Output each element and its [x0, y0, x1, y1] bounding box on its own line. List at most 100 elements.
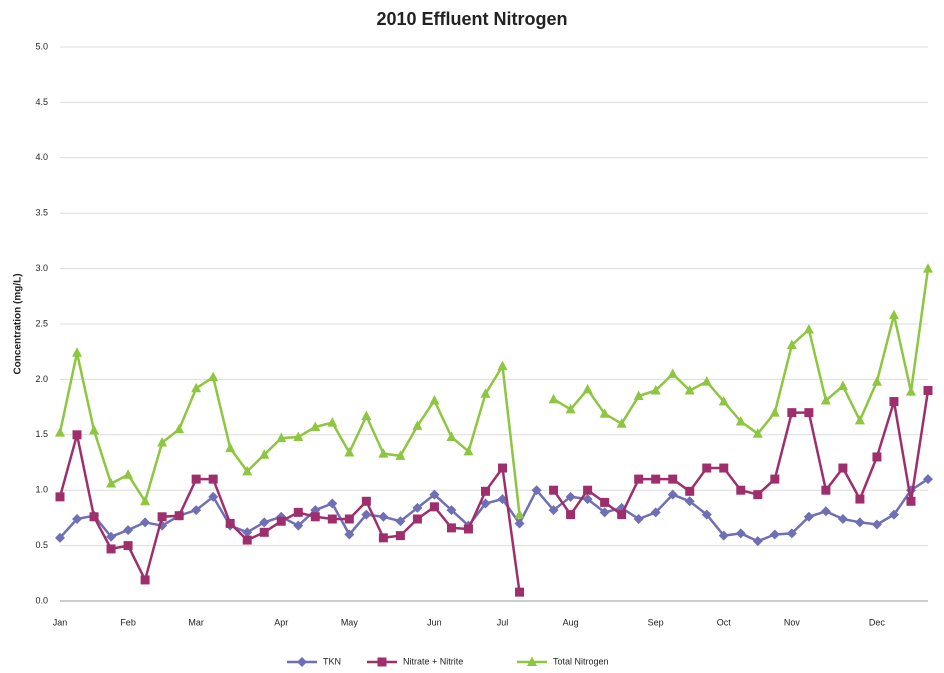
data-point: [310, 421, 321, 432]
data-point: [412, 502, 423, 513]
data-point: [276, 516, 286, 526]
data-point: [480, 388, 491, 398]
data-point: [872, 452, 882, 462]
data-point: [378, 511, 389, 522]
data-point: [106, 544, 116, 554]
y-tick-label: 3.5: [35, 208, 48, 218]
data-point: [480, 498, 491, 509]
legend-label: Nitrate + Nitrite: [403, 656, 463, 666]
data-point: [752, 536, 763, 547]
data-point: [651, 474, 661, 484]
x-tick-label: May: [341, 617, 359, 627]
data-point: [446, 505, 457, 516]
data-point: [429, 502, 439, 512]
data-point: [599, 408, 610, 418]
data-point: [412, 514, 422, 524]
data-point: [55, 492, 65, 502]
data-point: [804, 408, 814, 418]
x-tick-label: Sep: [648, 617, 664, 627]
data-point: [837, 380, 848, 391]
data-point: [191, 505, 202, 516]
data-point: [208, 491, 219, 502]
data-point: [259, 449, 270, 459]
data-point: [123, 469, 134, 479]
data-point: [208, 474, 218, 484]
data-point: [667, 368, 678, 378]
data-point: [838, 463, 848, 473]
data-point: [89, 512, 99, 522]
data-point: [668, 474, 678, 484]
data-point: [548, 505, 559, 516]
data-point: [718, 396, 729, 406]
data-point: [361, 509, 372, 520]
data-point: [242, 527, 253, 538]
data-point: [497, 360, 508, 371]
legend-label: TKN: [323, 656, 341, 666]
data-point: [497, 494, 508, 505]
data-point: [786, 339, 797, 350]
data-point: [735, 528, 746, 539]
data-point: [769, 407, 780, 417]
legend-marker: [377, 657, 387, 667]
legend-marker: [527, 656, 537, 666]
data-point: [786, 528, 797, 539]
data-point: [191, 474, 201, 484]
data-point: [344, 514, 354, 524]
data-point: [531, 485, 542, 496]
data-point: [498, 463, 508, 473]
y-tick-label: 2.5: [35, 318, 48, 328]
data-point: [72, 514, 83, 525]
data-point: [889, 397, 899, 407]
data-point: [140, 575, 150, 585]
data-point: [89, 424, 100, 435]
data-point: [803, 511, 814, 522]
data-point: [854, 414, 865, 425]
data-point: [208, 371, 219, 382]
data-point: [514, 518, 525, 529]
data-point: [395, 516, 406, 527]
data-point: [566, 510, 576, 520]
data-point: [854, 517, 865, 528]
data-point: [888, 309, 899, 320]
data-point: [344, 447, 355, 457]
data-point: [820, 394, 831, 405]
data-point: [378, 448, 389, 458]
data-point: [905, 386, 916, 396]
data-point: [174, 423, 185, 434]
data-point: [327, 514, 337, 524]
data-point: [599, 507, 610, 518]
data-point: [361, 410, 372, 420]
data-point: [736, 485, 746, 495]
data-point: [719, 463, 729, 473]
data-point: [55, 532, 65, 543]
data-point: [293, 431, 304, 442]
y-tick-label: 5.0: [35, 41, 48, 51]
data-point: [140, 495, 151, 506]
data-point: [634, 474, 644, 484]
data-point: [582, 383, 593, 394]
data-point: [327, 417, 338, 427]
data-point: [191, 382, 202, 393]
data-point: [276, 432, 287, 443]
data-point: [770, 474, 780, 484]
data-point: [871, 519, 882, 530]
legend-marker: [297, 657, 307, 667]
series-line: [58, 390, 930, 593]
data-point: [650, 384, 661, 395]
data-point: [242, 465, 253, 476]
data-point: [701, 376, 712, 386]
data-point: [702, 463, 712, 473]
x-tick-label: Jan: [53, 617, 68, 627]
data-point: [821, 485, 831, 495]
y-tick-label: 2.0: [35, 374, 48, 384]
data-point: [650, 507, 661, 518]
data-point: [259, 527, 269, 537]
data-point: [395, 531, 405, 541]
data-point: [871, 376, 882, 386]
data-point: [106, 478, 117, 488]
data-point: [684, 384, 695, 395]
x-tick-label: Feb: [120, 617, 136, 627]
data-point: [753, 490, 763, 500]
y-axis-title: Concentration (mg/L): [13, 273, 24, 374]
data-point: [378, 533, 388, 543]
